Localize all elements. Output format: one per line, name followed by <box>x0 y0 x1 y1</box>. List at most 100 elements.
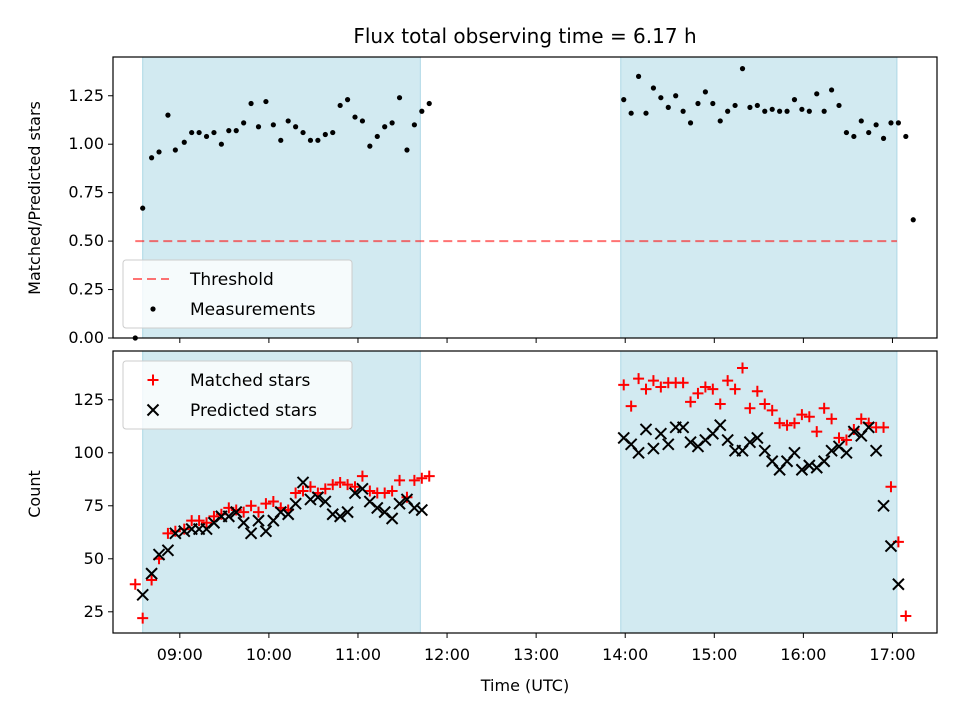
top-y-tick-label: 0.25 <box>68 280 104 299</box>
measurement-point <box>658 95 664 101</box>
predicted-star-point <box>319 495 332 508</box>
measurement-point <box>196 129 202 136</box>
matched-star-point <box>640 383 652 395</box>
predicted-star-point <box>296 476 310 489</box>
measurement-point <box>680 108 686 114</box>
measurement-point <box>255 124 262 130</box>
bottom-y-tick-label: 25 <box>84 602 104 621</box>
measurement-point <box>836 102 842 109</box>
measurement-point <box>650 85 657 91</box>
predicted-star-point <box>869 444 883 457</box>
predicted-star-point <box>326 508 339 521</box>
top-legend: Threshold Measurements <box>122 259 353 329</box>
measurement-point <box>717 118 723 124</box>
x-tick-label: 10:00 <box>246 645 292 664</box>
matched-star-point <box>137 612 149 624</box>
matched-star-point <box>811 426 823 438</box>
measurement-point <box>211 129 217 136</box>
measurement-point <box>278 137 284 143</box>
measurement-point <box>419 108 425 114</box>
matched-star-point <box>885 481 897 493</box>
measurement-point <box>330 129 336 136</box>
matched-star-point <box>744 402 756 414</box>
matched-star-point <box>677 377 689 389</box>
measurement-point <box>285 118 291 124</box>
chart-title: Flux total observing time = 6.17 h <box>353 24 696 48</box>
matched-star-point <box>878 421 890 433</box>
matched-star-point <box>900 610 912 622</box>
matched-star-point <box>625 400 637 412</box>
measurement-point <box>218 141 224 147</box>
predicted-star-point <box>152 548 166 561</box>
measurement-point <box>337 102 343 109</box>
predicted-star-point <box>676 421 690 434</box>
matched-star-point <box>714 398 726 410</box>
predicted-star-point <box>289 497 302 510</box>
matched-star-point <box>803 411 815 423</box>
matched-star-point <box>699 381 711 393</box>
predicted-star-point <box>758 444 771 457</box>
matched-star-point <box>386 485 398 497</box>
predicted-star-point <box>333 510 347 523</box>
matched-star-point <box>356 470 368 482</box>
matched-star-point <box>848 423 860 435</box>
predicted-star-point <box>348 486 362 500</box>
predicted-star-point <box>803 459 816 472</box>
bottom-shaded-interval-2 <box>620 350 898 634</box>
predicted-star-point <box>274 505 287 519</box>
predicted-star-point <box>237 516 250 529</box>
matched-star-point <box>290 487 302 499</box>
measurement-point <box>851 133 857 140</box>
predicted-star-point <box>840 446 853 459</box>
predicted-star-point <box>408 501 421 515</box>
measurement-point <box>315 137 321 143</box>
x-tick-label: 11:00 <box>335 645 381 664</box>
predicted-star-point <box>222 510 236 523</box>
matched-star-point <box>162 527 174 539</box>
predicted-star-point <box>259 525 273 538</box>
matched-star-point <box>759 398 771 410</box>
matched-star-point <box>416 472 428 484</box>
predicted-star-point <box>341 505 354 519</box>
x-axis-label: Time (UTC) <box>480 676 569 695</box>
measurement-point <box>352 114 358 120</box>
bottom-y-tick-label: 75 <box>84 496 104 515</box>
predicted-star-point <box>788 446 801 459</box>
matched-star-point <box>423 470 435 482</box>
matched-star-point <box>633 373 645 385</box>
predicted-star-point <box>743 435 757 449</box>
x-tick-label: 14:00 <box>602 645 648 664</box>
measurement-point <box>695 100 701 107</box>
legend-measurement-swatch <box>150 306 156 312</box>
predicted-star-point <box>714 419 727 432</box>
measurement-point <box>226 128 232 134</box>
measurement-point <box>732 102 738 109</box>
matched-star-point <box>364 485 376 497</box>
matched-star-point <box>238 506 250 518</box>
bottom-y-tick-label: 50 <box>84 549 104 568</box>
measurement-point <box>858 118 864 124</box>
predicted-star-point <box>662 438 675 451</box>
matched-star-point <box>796 409 808 421</box>
top-y-tick-label: 0.00 <box>68 328 104 347</box>
predicted-star-point <box>684 435 697 449</box>
measurement-point <box>374 133 380 140</box>
predicted-star-point <box>252 514 265 527</box>
matched-star-point <box>193 515 205 527</box>
predicted-star-point <box>136 588 149 602</box>
matched-star-point <box>737 362 749 374</box>
measurement-point <box>880 135 887 141</box>
measurement-point <box>248 100 254 107</box>
x-tick-label: 16:00 <box>780 645 826 664</box>
measurement-point <box>270 122 276 128</box>
bottom-legend-box <box>122 360 353 430</box>
matched-star-point <box>169 525 181 537</box>
top-panel: 0.00 0.25 0.50 0.75 1.00 1.25 Threshold Measure… <box>68 56 938 347</box>
matched-star-point <box>707 383 719 395</box>
matched-star-point <box>394 474 406 486</box>
predicted-star-point <box>751 431 764 445</box>
predicted-star-point <box>281 508 295 521</box>
matched-star-point <box>788 417 800 429</box>
measurement-point <box>628 110 634 116</box>
matched-star-point <box>722 375 734 387</box>
